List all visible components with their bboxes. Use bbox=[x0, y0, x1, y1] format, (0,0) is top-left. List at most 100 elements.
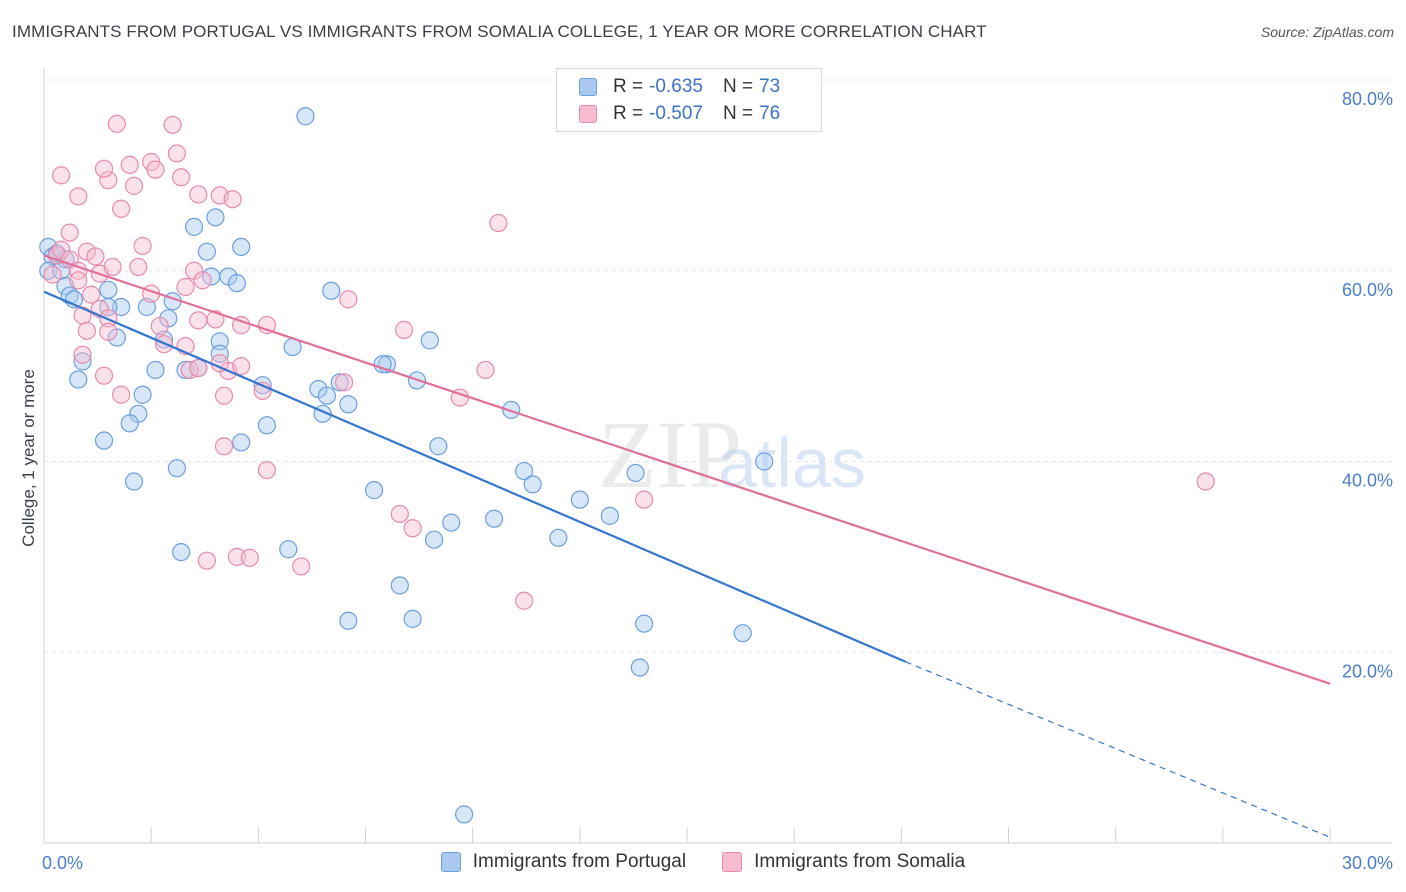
point-somalia[interactable] bbox=[73, 306, 92, 325]
point-portugal[interactable] bbox=[257, 416, 277, 435]
point-somalia[interactable] bbox=[129, 257, 148, 277]
point-somalia[interactable] bbox=[86, 247, 105, 266]
point-somalia[interactable] bbox=[240, 548, 259, 567]
point-portugal[interactable] bbox=[339, 395, 358, 414]
point-portugal[interactable] bbox=[733, 624, 752, 643]
point-portugal[interactable] bbox=[167, 459, 186, 478]
point-somalia[interactable] bbox=[189, 311, 208, 330]
point-somalia[interactable] bbox=[77, 242, 96, 261]
point-portugal[interactable] bbox=[210, 344, 229, 363]
point-portugal[interactable] bbox=[232, 237, 251, 257]
point-somalia[interactable] bbox=[69, 271, 88, 290]
point-portugal[interactable] bbox=[523, 475, 542, 494]
point-somalia[interactable] bbox=[103, 257, 122, 277]
point-portugal[interactable] bbox=[485, 509, 504, 528]
point-portugal[interactable] bbox=[133, 385, 152, 404]
point-portugal[interactable] bbox=[197, 242, 216, 261]
point-somalia[interactable] bbox=[69, 187, 88, 206]
point-somalia[interactable] bbox=[515, 591, 534, 610]
point-somalia[interactable] bbox=[223, 190, 242, 209]
point-portugal[interactable] bbox=[227, 274, 246, 293]
point-somalia[interactable] bbox=[257, 460, 277, 480]
point-portugal[interactable] bbox=[120, 414, 139, 433]
point-portugal[interactable] bbox=[429, 437, 448, 456]
point-portugal[interactable] bbox=[232, 433, 251, 452]
point-portugal[interactable] bbox=[424, 530, 444, 549]
point-portugal[interactable] bbox=[322, 281, 341, 300]
point-somalia[interactable] bbox=[99, 171, 118, 190]
point-somalia[interactable] bbox=[232, 357, 251, 376]
point-portugal[interactable] bbox=[69, 370, 88, 389]
point-somalia[interactable] bbox=[197, 551, 216, 570]
point-somalia[interactable] bbox=[172, 168, 191, 187]
point-somalia[interactable] bbox=[189, 185, 208, 204]
point-portugal[interactable] bbox=[390, 576, 409, 595]
point-portugal[interactable] bbox=[626, 463, 645, 483]
point-somalia[interactable] bbox=[77, 321, 96, 340]
point-somalia[interactable] bbox=[1196, 472, 1215, 491]
point-somalia[interactable] bbox=[394, 320, 414, 339]
point-somalia[interactable] bbox=[163, 115, 182, 134]
point-portugal[interactable] bbox=[373, 355, 392, 374]
point-portugal[interactable] bbox=[184, 217, 204, 236]
point-portugal[interactable] bbox=[99, 280, 118, 299]
point-portugal[interactable] bbox=[210, 332, 229, 351]
point-portugal[interactable] bbox=[339, 611, 358, 630]
point-somalia[interactable] bbox=[82, 285, 101, 304]
point-portugal[interactable] bbox=[206, 208, 225, 227]
point-somalia[interactable] bbox=[176, 277, 195, 297]
point-somalia[interactable] bbox=[52, 166, 71, 185]
point-portugal[interactable] bbox=[330, 373, 349, 392]
point-somalia[interactable] bbox=[214, 386, 234, 405]
point-somalia[interactable] bbox=[214, 437, 234, 456]
point-portugal[interactable] bbox=[364, 481, 384, 500]
point-somalia[interactable] bbox=[120, 155, 139, 174]
point-portugal[interactable] bbox=[630, 658, 649, 677]
point-somalia[interactable] bbox=[94, 366, 114, 385]
point-somalia[interactable] bbox=[489, 213, 508, 233]
point-somalia[interactable] bbox=[167, 144, 186, 163]
point-somalia[interactable] bbox=[292, 557, 311, 576]
point-somalia[interactable] bbox=[189, 358, 208, 378]
point-portugal[interactable] bbox=[442, 513, 461, 532]
point-portugal[interactable] bbox=[420, 331, 439, 350]
point-portugal[interactable] bbox=[570, 490, 589, 509]
point-somalia[interactable] bbox=[73, 345, 92, 364]
point-portugal[interactable] bbox=[112, 297, 131, 317]
point-portugal[interactable] bbox=[635, 614, 654, 633]
point-portugal[interactable] bbox=[279, 540, 298, 559]
point-portugal[interactable] bbox=[600, 506, 619, 525]
legend-item-somalia[interactable]: Immigrants from Somalia bbox=[722, 851, 965, 873]
point-somalia[interactable] bbox=[476, 360, 495, 380]
point-somalia[interactable] bbox=[124, 176, 144, 195]
point-somalia[interactable] bbox=[390, 504, 409, 524]
point-portugal[interactable] bbox=[172, 543, 191, 562]
point-somalia[interactable] bbox=[43, 265, 62, 284]
point-portugal[interactable] bbox=[94, 431, 114, 450]
point-somalia[interactable] bbox=[193, 271, 212, 290]
point-somalia[interactable] bbox=[403, 519, 422, 538]
point-portugal[interactable] bbox=[403, 609, 422, 628]
point-somalia[interactable] bbox=[107, 114, 126, 133]
point-somalia[interactable] bbox=[60, 223, 79, 242]
point-portugal[interactable] bbox=[73, 352, 92, 371]
point-somalia[interactable] bbox=[112, 385, 131, 404]
point-somalia[interactable] bbox=[635, 490, 654, 509]
point-portugal[interactable] bbox=[296, 107, 315, 126]
point-portugal[interactable] bbox=[454, 805, 474, 824]
point-portugal[interactable] bbox=[146, 360, 165, 380]
point-portugal[interactable] bbox=[124, 472, 144, 491]
point-portugal[interactable] bbox=[549, 528, 568, 547]
point-somalia[interactable] bbox=[94, 159, 114, 178]
point-somalia[interactable] bbox=[339, 290, 358, 309]
point-somalia[interactable] bbox=[99, 322, 118, 341]
point-somalia[interactable] bbox=[334, 373, 354, 392]
point-somalia[interactable] bbox=[133, 236, 152, 256]
point-somalia[interactable] bbox=[227, 547, 246, 566]
point-somalia[interactable] bbox=[150, 316, 169, 336]
legend-item-portugal[interactable]: Immigrants from Portugal bbox=[440, 851, 686, 873]
point-portugal[interactable] bbox=[755, 452, 774, 471]
point-portugal[interactable] bbox=[317, 386, 337, 405]
point-somalia[interactable] bbox=[146, 160, 165, 179]
point-somalia[interactable] bbox=[112, 199, 131, 218]
